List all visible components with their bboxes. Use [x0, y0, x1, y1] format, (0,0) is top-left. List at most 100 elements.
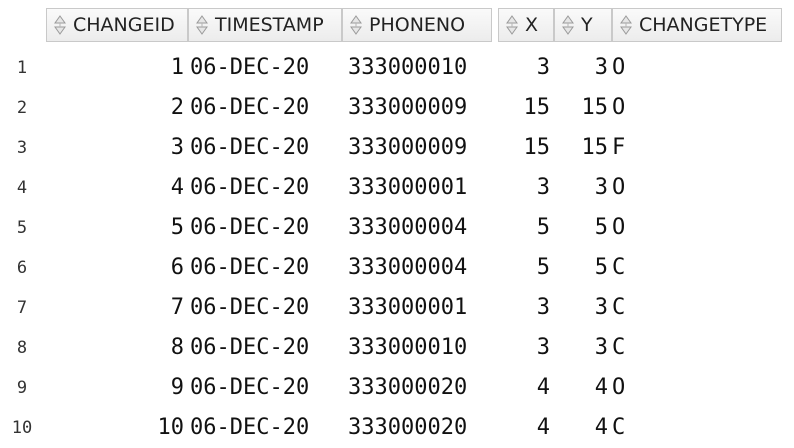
column-header-changetype[interactable]: CHANGETYPE	[612, 8, 782, 42]
row-number: 6	[16, 258, 28, 278]
cell-timestamp[interactable]: 06-DEC-20	[190, 255, 310, 280]
column-header-label: CHANGETYPE	[639, 14, 768, 36]
cell-y[interactable]: 3	[594, 335, 608, 360]
sort-arrows-icon[interactable]	[619, 14, 633, 36]
cell-phoneno[interactable]: 333000004	[348, 255, 468, 280]
cell-changeid[interactable]: 8	[170, 335, 184, 360]
cell-timestamp[interactable]: 06-DEC-20	[190, 55, 310, 80]
table-row[interactable]: 1 1 06-DEC-20 333000010 3 3 O	[0, 48, 794, 88]
row-number: 9	[16, 378, 28, 398]
cell-phoneno[interactable]: 333000009	[348, 135, 468, 160]
cell-timestamp[interactable]: 06-DEC-20	[190, 295, 310, 320]
table-row[interactable]: 4 4 06-DEC-20 333000001 3 3 O	[0, 168, 794, 208]
cell-changetype[interactable]: C	[612, 295, 626, 320]
sort-arrows-icon[interactable]	[505, 14, 519, 36]
cell-changeid[interactable]: 4	[170, 175, 184, 200]
column-header-timestamp[interactable]: TIMESTAMP	[188, 8, 342, 42]
cell-phoneno[interactable]: 333000010	[348, 55, 468, 80]
row-number: 5	[16, 218, 28, 238]
cell-x[interactable]: 4	[536, 375, 550, 400]
column-header-changeid[interactable]: CHANGEID	[46, 8, 188, 42]
column-header-x[interactable]: X	[498, 8, 554, 42]
cell-changeid[interactable]: 9	[170, 375, 184, 400]
cell-x[interactable]: 5	[536, 255, 550, 280]
cell-x[interactable]: 5	[536, 215, 550, 240]
cell-changeid[interactable]: 2	[170, 95, 184, 120]
sort-arrows-icon[interactable]	[561, 14, 575, 36]
cell-changetype[interactable]: O	[612, 375, 626, 400]
row-number: 10	[11, 418, 33, 438]
row-number: 7	[16, 298, 28, 318]
cell-timestamp[interactable]: 06-DEC-20	[190, 415, 310, 440]
cell-changeid[interactable]: 10	[157, 415, 185, 440]
cell-y[interactable]: 5	[594, 215, 608, 240]
row-number: 3	[16, 138, 28, 158]
cell-y[interactable]: 5	[594, 255, 608, 280]
cell-x[interactable]: 3	[536, 175, 550, 200]
sort-arrows-icon[interactable]	[53, 14, 67, 36]
cell-y[interactable]: 15	[581, 135, 609, 160]
cell-x[interactable]: 15	[523, 95, 551, 120]
cell-phoneno[interactable]: 333000010	[348, 335, 468, 360]
cell-changetype[interactable]: O	[612, 95, 626, 120]
cell-changetype[interactable]: C	[612, 255, 626, 280]
column-header-label: Y	[581, 14, 593, 36]
cell-timestamp[interactable]: 06-DEC-20	[190, 215, 310, 240]
table-row[interactable]: 2 2 06-DEC-20 333000009 15 15 O	[0, 88, 794, 128]
cell-y[interactable]: 4	[594, 415, 608, 440]
column-header-phoneno[interactable]: PHONENO	[342, 8, 492, 42]
cell-phoneno[interactable]: 333000020	[348, 415, 468, 440]
row-number: 8	[16, 338, 28, 358]
cell-changetype[interactable]: F	[612, 135, 626, 160]
cell-y[interactable]: 15	[581, 95, 609, 120]
table-row[interactable]: 9 9 06-DEC-20 333000020 4 4 O	[0, 368, 794, 408]
table-row[interactable]: 10 10 06-DEC-20 333000020 4 4 C	[0, 408, 794, 448]
sort-arrows-icon[interactable]	[349, 14, 363, 36]
cell-changeid[interactable]: 7	[170, 295, 184, 320]
cell-x[interactable]: 4	[536, 415, 550, 440]
cell-phoneno[interactable]: 333000001	[348, 295, 468, 320]
table-row[interactable]: 6 6 06-DEC-20 333000004 5 5 C	[0, 248, 794, 288]
table-row[interactable]: 3 3 06-DEC-20 333000009 15 15 F	[0, 128, 794, 168]
cell-timestamp[interactable]: 06-DEC-20	[190, 135, 310, 160]
column-header-label: TIMESTAMP	[215, 14, 324, 36]
cell-y[interactable]: 4	[594, 375, 608, 400]
cell-x[interactable]: 3	[536, 335, 550, 360]
table-row[interactable]: 5 5 06-DEC-20 333000004 5 5 O	[0, 208, 794, 248]
cell-changeid[interactable]: 1	[170, 55, 184, 80]
cell-x[interactable]: 15	[523, 135, 551, 160]
cell-changeid[interactable]: 6	[170, 255, 184, 280]
column-header-y[interactable]: Y	[554, 8, 612, 42]
cell-timestamp[interactable]: 06-DEC-20	[190, 375, 310, 400]
column-header-label: CHANGEID	[73, 14, 175, 36]
cell-changetype[interactable]: O	[612, 215, 626, 240]
cell-changetype[interactable]: C	[612, 335, 626, 360]
column-header-label: X	[525, 14, 539, 36]
row-number: 2	[16, 98, 28, 118]
cell-phoneno[interactable]: 333000001	[348, 175, 468, 200]
cell-timestamp[interactable]: 06-DEC-20	[190, 95, 310, 120]
cell-phoneno[interactable]: 333000009	[348, 95, 468, 120]
sort-arrows-icon[interactable]	[195, 14, 209, 36]
cell-changeid[interactable]: 5	[170, 215, 184, 240]
row-number: 1	[16, 58, 28, 78]
cell-y[interactable]: 3	[594, 55, 608, 80]
cell-changeid[interactable]: 3	[170, 135, 184, 160]
table-row[interactable]: 7 7 06-DEC-20 333000001 3 3 C	[0, 288, 794, 328]
cell-y[interactable]: 3	[594, 175, 608, 200]
cell-y[interactable]: 3	[594, 295, 608, 320]
cell-changetype[interactable]: O	[612, 175, 626, 200]
row-number: 4	[16, 178, 28, 198]
cell-phoneno[interactable]: 333000020	[348, 375, 468, 400]
cell-x[interactable]: 3	[536, 295, 550, 320]
cell-changetype[interactable]: C	[612, 415, 626, 440]
grid-header: CHANGEID TIMESTAMP PHONENO X Y CHANGETYP…	[0, 0, 794, 46]
cell-x[interactable]: 3	[536, 55, 550, 80]
table-row[interactable]: 8 8 06-DEC-20 333000010 3 3 C	[0, 328, 794, 368]
cell-changetype[interactable]: O	[612, 55, 626, 80]
cell-timestamp[interactable]: 06-DEC-20	[190, 335, 310, 360]
cell-phoneno[interactable]: 333000004	[348, 215, 468, 240]
column-header-label: PHONENO	[369, 14, 466, 36]
cell-timestamp[interactable]: 06-DEC-20	[190, 175, 310, 200]
